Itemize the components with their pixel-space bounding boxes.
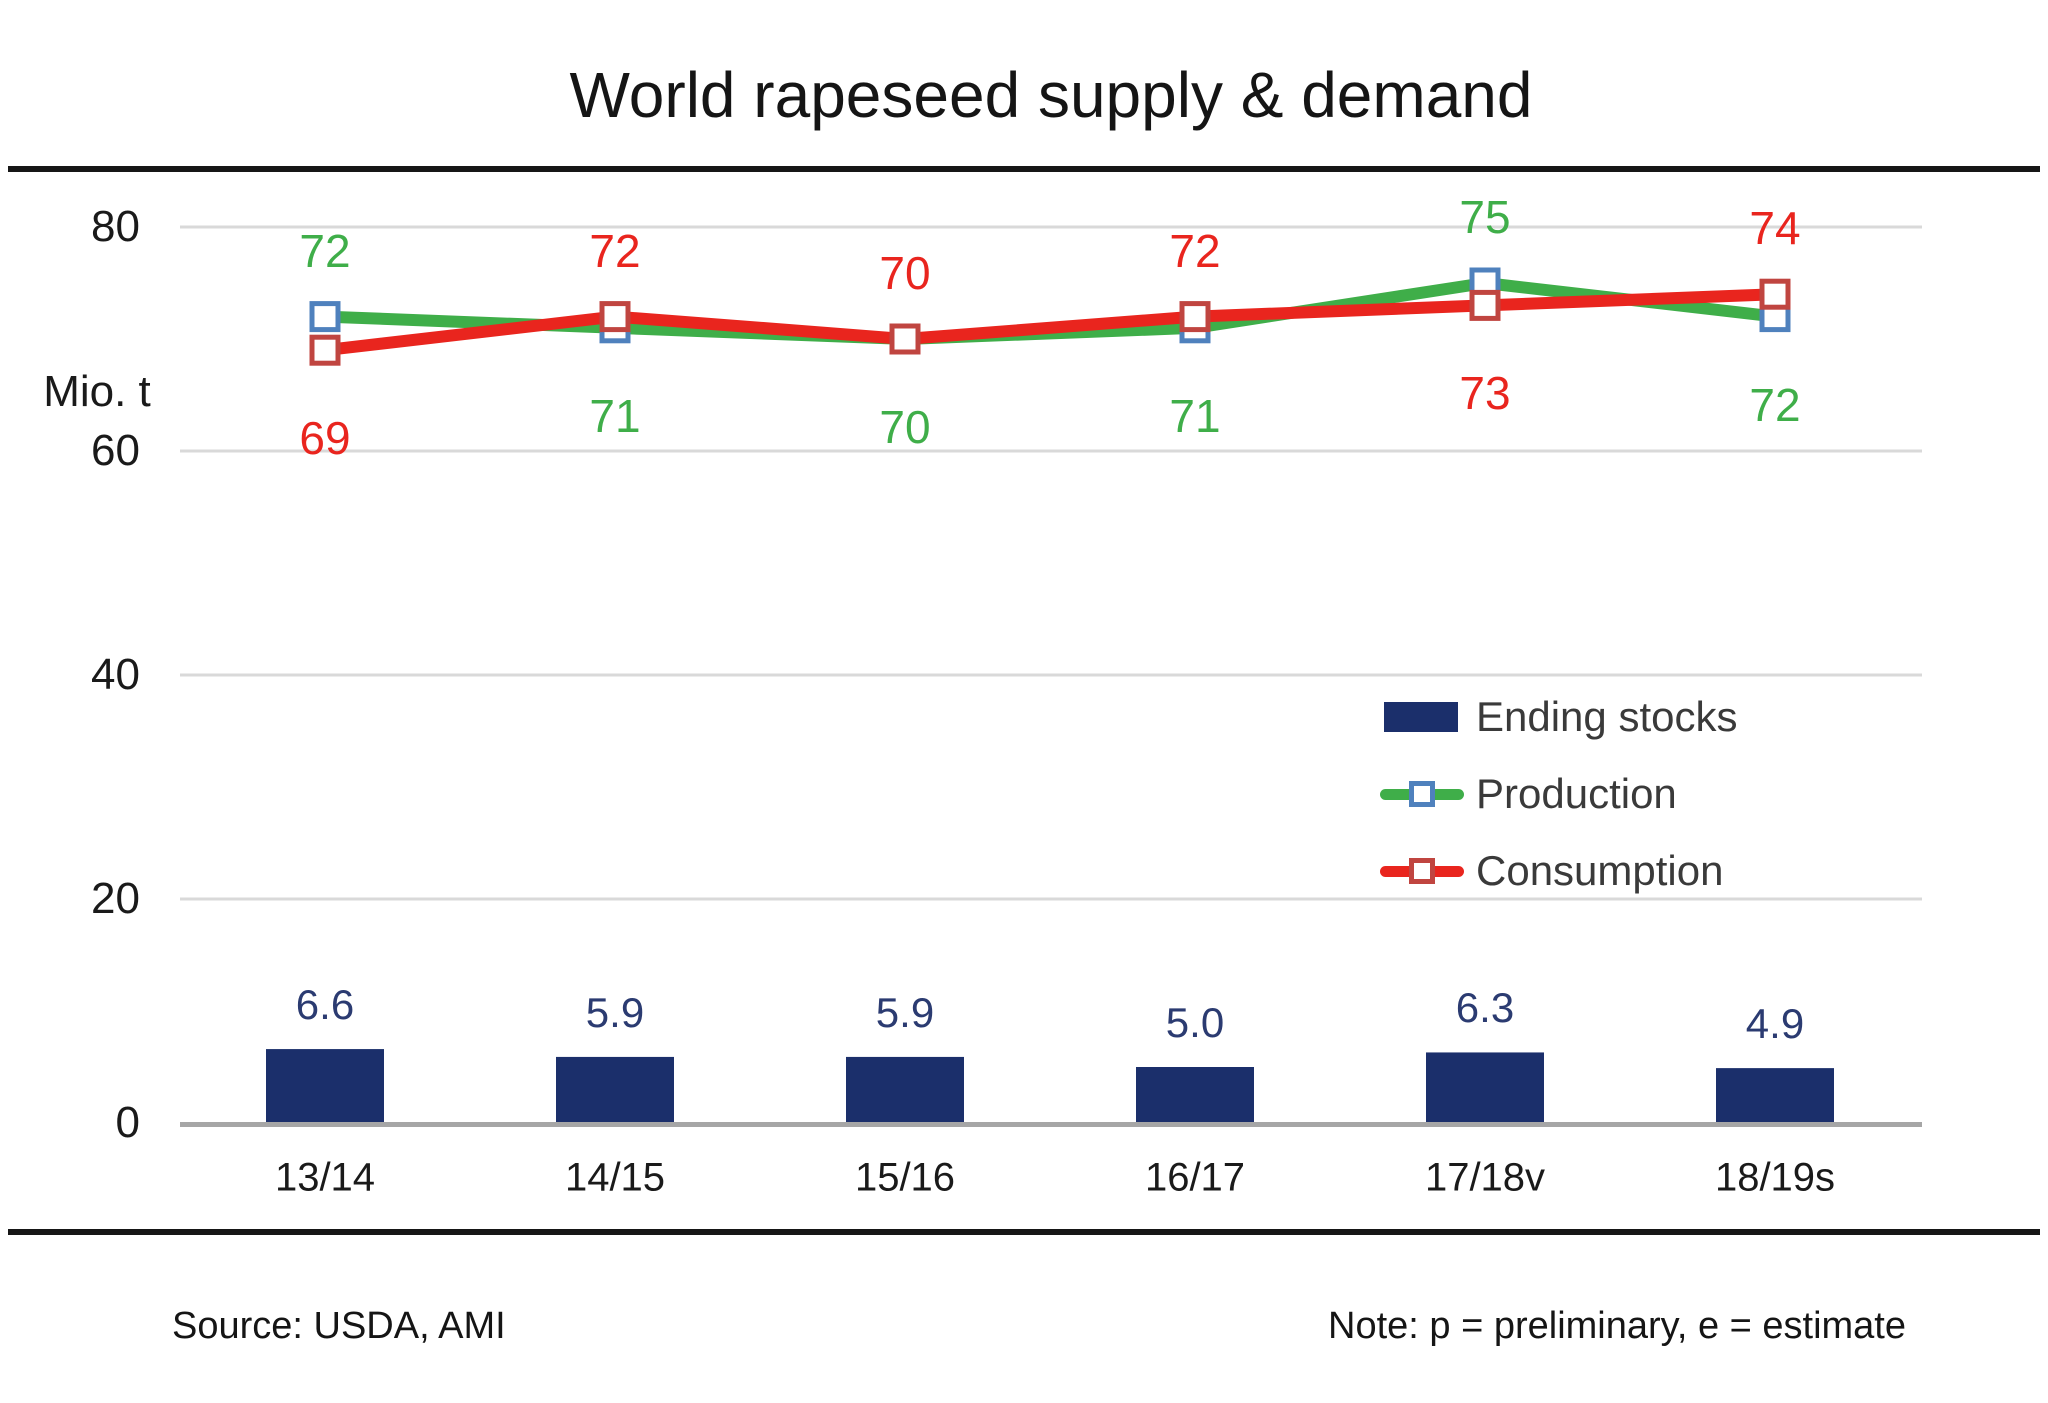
ending-stocks-bar <box>556 1056 674 1126</box>
chart-title: World rapeseed supply & demand <box>569 59 1533 131</box>
x-category-label-16-17: 16/17 <box>1144 1155 1246 1200</box>
legend-label-production: Production <box>1476 770 1677 817</box>
production-line <box>319 277 1781 345</box>
chart-legend: Ending stocks Production Consumption <box>1380 693 1737 895</box>
production-value-label: 72 <box>1749 378 1801 431</box>
production-value-label: 72 <box>299 224 351 277</box>
production-marker <box>889 323 921 355</box>
consumption-line <box>319 288 1781 357</box>
production-value-label: 75 <box>1459 191 1511 243</box>
x-category-label-13-14: 13/14 <box>274 1155 376 1200</box>
legend-row-production: Production <box>1380 770 1737 818</box>
y-tick-label-20: 20 <box>91 874 140 923</box>
production-marker <box>309 301 341 333</box>
production-marker <box>1179 312 1211 344</box>
ending-stocks-value-label: 5.9 <box>585 988 645 1036</box>
ending-stocks-value-label: 5.9 <box>875 988 935 1036</box>
ending-stocks-value-label: 5.0 <box>1165 999 1225 1046</box>
consumption-marker <box>1179 301 1211 333</box>
legend-label-ending-stocks: Ending stocks <box>1476 693 1738 740</box>
production-line-marker-icon <box>1380 770 1464 818</box>
ending-stocks-bar <box>1716 1068 1834 1126</box>
consumption-marker-swatch <box>1409 858 1435 884</box>
legend-row-ending-stocks: Ending stocks <box>1380 693 1737 741</box>
ending-stocks-bar <box>1136 1067 1254 1126</box>
consumption-value-label: 72 <box>589 224 641 277</box>
production-value-label: 71 <box>1169 389 1221 442</box>
consumption-marker <box>1759 278 1791 310</box>
ending-stocks-value-label: 6.3 <box>1455 984 1515 1032</box>
consumption-value-label: 72 <box>1169 224 1221 277</box>
consumption-value-label: 69 <box>299 412 351 465</box>
x-category-label-17-18v: 17/18v <box>1424 1155 1546 1200</box>
consumption-marker <box>309 334 341 366</box>
x-category-label-14-15: 14/15 <box>564 1155 666 1200</box>
ending-stocks-value-label: 6.6 <box>295 981 355 1029</box>
consumption-value-label: 73 <box>1459 367 1511 420</box>
ending-stocks-bar <box>846 1056 964 1126</box>
production-marker <box>599 312 631 344</box>
consumption-marker <box>599 301 631 333</box>
top-divider-rule <box>8 166 2040 172</box>
ending-stocks-bar <box>1426 1052 1544 1126</box>
x-axis-line <box>180 1122 1922 1127</box>
y-tick-label-80: 80 <box>91 202 140 251</box>
y-tick-label-60: 60 <box>91 426 140 475</box>
bottom-divider-rule <box>8 1229 2040 1235</box>
consumption-value-label: 70 <box>879 247 931 299</box>
y-axis-unit-label: Mio. t <box>43 367 151 416</box>
consumption-marker <box>1469 289 1501 321</box>
production-marker <box>1759 301 1791 333</box>
consumption-marker <box>889 323 921 355</box>
x-category-label-18-19s: 18/19s <box>1714 1155 1836 1200</box>
legend-label-consumption: Consumption <box>1476 847 1724 894</box>
y-tick-label-0: 0 <box>115 1098 140 1147</box>
x-category-label-15-16: 15/16 <box>854 1155 956 1200</box>
ending-stocks-swatch-icon <box>1380 693 1464 741</box>
y-tick-label-40: 40 <box>91 650 140 699</box>
ending-stocks-bar <box>266 1049 384 1126</box>
consumption-line-marker-icon <box>1380 847 1464 895</box>
consumption-value-label: 74 <box>1749 202 1801 255</box>
ending-stocks-value-label: 4.9 <box>1745 1000 1805 1048</box>
production-value-label: 71 <box>589 389 641 442</box>
source-note: Source: USDA, AMI <box>172 1305 506 1347</box>
production-marker <box>1469 267 1501 299</box>
legend-row-consumption: Consumption <box>1380 847 1737 895</box>
bar-swatch <box>1384 702 1458 732</box>
abbreviation-note: Note: p = preliminary, e = estimate <box>1328 1305 1906 1347</box>
production-marker-swatch <box>1409 781 1435 807</box>
production-value-label: 70 <box>879 401 931 453</box>
